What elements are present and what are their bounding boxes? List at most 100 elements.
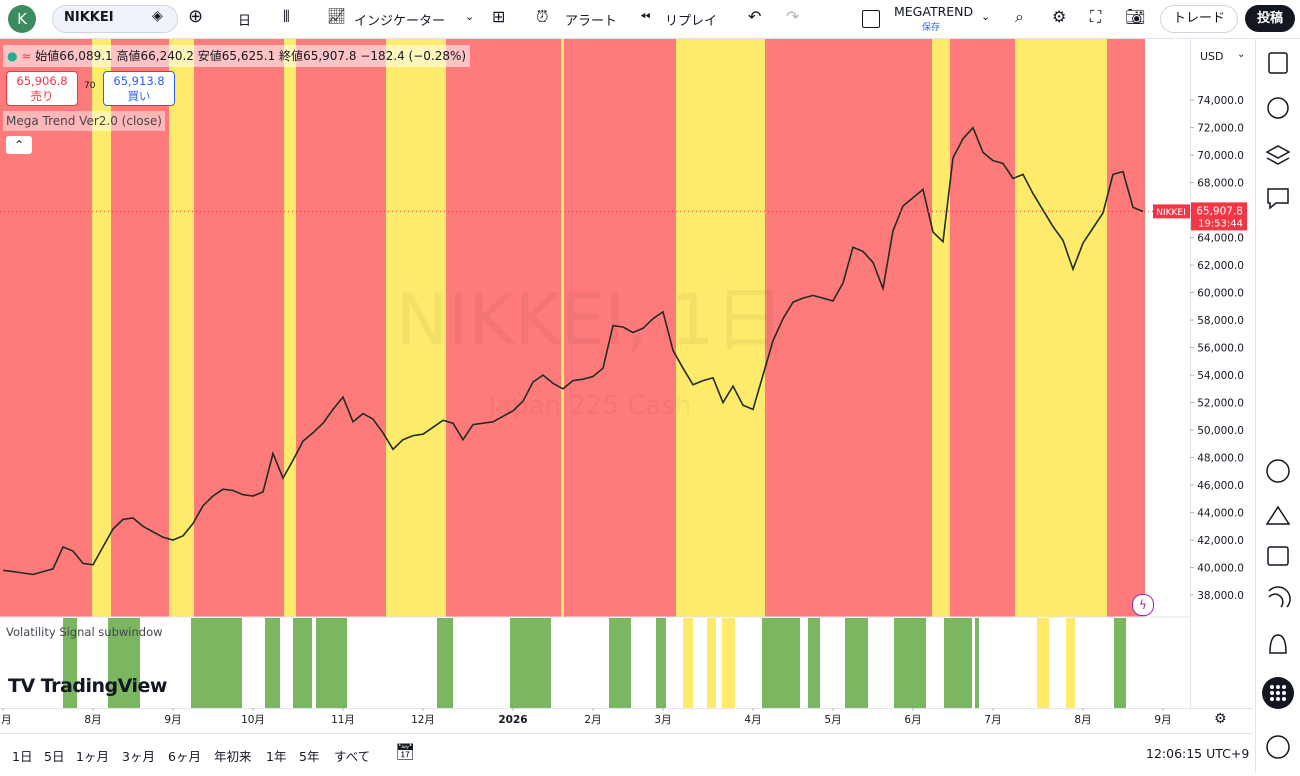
y-tick-label: 60,000.0 [1197,288,1244,300]
signal-band [944,618,972,708]
icon-help[interactable] [1266,735,1290,759]
collapse-button[interactable]: ⌃ [6,136,32,154]
y-tick-label: 62,000.0 [1197,260,1244,272]
layout-name[interactable]: MEGATREND [894,4,974,19]
buy-button[interactable]: 65,913.8 買い [103,71,175,106]
signal-band [63,618,77,708]
indicator-name[interactable]: Mega Trend Ver2.0 (close) [3,111,165,131]
timeframe-button[interactable]: 1年 [266,749,287,764]
close-label: 終値 [279,49,304,63]
icon-settings[interactable]: ⚙︎ [1052,7,1067,26]
y-tick-label: 70,000.0 [1197,150,1244,162]
indicators[interactable]: インジケーター [354,14,446,29]
icon-templates[interactable]: ⊞ [492,7,506,26]
icon-candles[interactable]: ⫴ [283,7,290,26]
icon-date-range[interactable]: 📅︎ [395,742,416,761]
trend-band [564,39,676,617]
watermark: NIKKEI, 1日 [396,279,785,361]
timeframe-button[interactable]: すべて [334,749,371,764]
icon-dropdown[interactable]: ⌄ [1237,49,1246,60]
spread: 70 [84,81,96,91]
publish-button[interactable]: 投稿 [1245,5,1295,32]
change: −182.4 (−0.28%) [360,49,467,63]
icon-undo[interactable]: ↶ [748,7,762,26]
price-tag-label: 65,907.8 [1196,205,1243,217]
replay[interactable]: リプレイ [665,14,718,29]
sell-label: 売り [30,89,54,103]
icon-target[interactable] [1266,459,1290,483]
icon-alerts[interactable] [1267,97,1289,119]
icon-dropdown[interactable]: ⌄ [981,10,991,23]
signal-band [265,618,280,708]
signal-band [845,618,868,708]
trend-band [446,39,561,617]
icon-replay[interactable]: ⏪︎ [640,10,651,25]
signal-band [707,618,716,708]
signal-band [316,618,347,708]
signal-band [722,618,735,708]
icon-chat[interactable] [1267,188,1289,210]
icon-dropdown[interactable]: ⌄ [465,10,475,23]
x-tick-label: 12月 [411,714,435,726]
y-tick-label: 38,000.0 [1197,590,1244,602]
icon-calendar[interactable] [1267,546,1289,566]
interval[interactable]: 日 [238,14,252,29]
trend-band [561,39,564,617]
icon-layers[interactable] [1265,145,1291,165]
timeframe-button[interactable]: 1日 [12,749,33,764]
timeframe-button[interactable]: 1ヶ月 [76,749,109,764]
y-tick-label: 48,000.0 [1197,453,1244,465]
icon-layout[interactable] [862,10,880,28]
timeframe-button[interactable]: 6ヶ月 [168,749,201,764]
icon-feed[interactable] [1268,586,1291,608]
trend-band [950,39,1015,617]
open: 66,089.1 [59,49,113,63]
symbol-tag-label: NIKKEI [1156,208,1186,218]
icon-notifications[interactable] [1269,634,1287,654]
clock[interactable]: 12:06:15 UTC+9 [1146,746,1250,761]
subwindow-title: Volatility Signal subwindow [6,625,163,639]
y-tick-label: 58,000.0 [1197,315,1244,327]
icon-axis-settings[interactable]: ⚙︎ [1214,711,1227,727]
signal-band [293,618,312,708]
signal-band [1114,618,1126,708]
signal-band [808,618,820,708]
icon-search[interactable]: ⌕ [1015,7,1024,26]
symbol-search[interactable] [52,5,178,33]
avatar[interactable]: K [8,5,36,33]
x-tick-label: 7月 [984,714,1001,726]
currency[interactable]: USD [1200,50,1224,63]
trade-button[interactable]: トレード [1160,5,1238,33]
timeframe-button[interactable]: 5年 [299,749,320,764]
x-tick-label: 8月 [1074,714,1091,726]
trend-band [194,39,284,617]
timeframe-button[interactable]: 年初来 [214,749,252,764]
brand: TradingView [40,675,168,697]
signal-band [1037,618,1049,708]
icon-watchlist[interactable] [1268,52,1288,74]
trend-band [676,39,765,617]
icon-indicator[interactable]: 📈︎ [327,7,347,25]
trend-band [92,39,111,617]
icon-snapshot[interactable]: 📷︎ [1125,7,1146,26]
symbol[interactable]: NIKKEI [64,10,114,25]
alert[interactable]: アラート [565,14,618,29]
timeframe-button[interactable]: 5日 [44,749,65,764]
close: 65,907.8 [303,49,357,63]
icon-lightning[interactable]: ϟ [1132,594,1154,616]
timeframe-button[interactable]: 3ヶ月 [122,749,155,764]
x-tick-label: 10月 [241,714,265,726]
y-tick-label: 52,000.0 [1197,398,1244,410]
x-tick-label: 9月 [164,714,181,726]
sell-button[interactable]: 65,906.8 売り [6,71,78,106]
trend-band [932,39,950,617]
icon-redo[interactable]: ↷ [786,7,800,26]
signal-band [108,618,140,708]
icon-favorite[interactable]: ◈ [152,8,163,24]
icon-alert[interactable]: ⏰︎ [536,7,549,26]
icon-ideas[interactable] [1265,505,1291,525]
x-tick-label: 7月 [0,714,12,726]
icon-fullscreen[interactable]: ⛶ [1090,7,1102,26]
icon-add[interactable]: ⊕ [188,6,204,27]
signal-band [609,618,631,708]
